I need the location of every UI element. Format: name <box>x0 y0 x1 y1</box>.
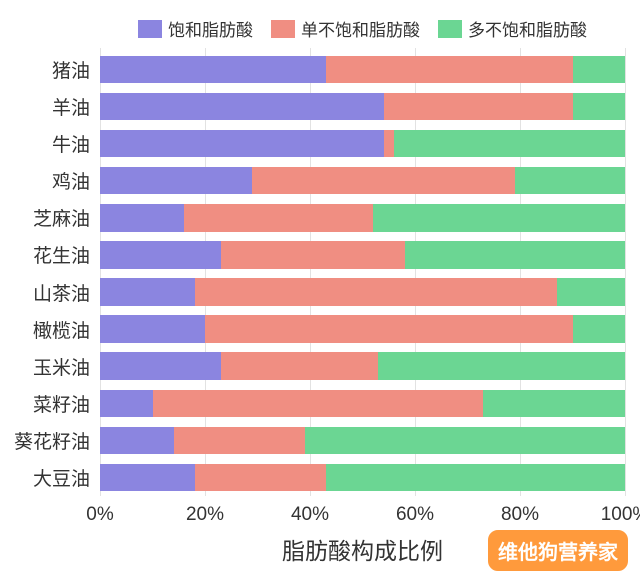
xaxis-tick-label: 80% <box>501 504 539 526</box>
bar-segment-poly <box>483 390 625 417</box>
bar-segment-sat <box>100 56 326 83</box>
watermark-text: 维他狗营养家 <box>498 542 618 564</box>
bar-row: 芝麻油 <box>100 199 625 236</box>
bar-segment-sat <box>100 167 252 194</box>
bar-segment-sat <box>100 464 195 491</box>
bar-segment-mono <box>252 167 515 194</box>
bar-segment-mono <box>221 241 405 268</box>
bar-segment-sat <box>100 390 153 417</box>
bar-track <box>100 278 625 305</box>
category-label: 猪油 <box>52 56 90 83</box>
xaxis-tick-label: 100% <box>601 504 640 526</box>
bar-segment-mono <box>205 315 573 342</box>
bar-segment-poly <box>373 204 625 231</box>
legend-item: 单不饱和脂肪酸 <box>271 16 420 41</box>
category-label: 玉米油 <box>33 353 90 380</box>
bar-segment-sat <box>100 315 205 342</box>
bar-segment-mono <box>384 93 573 120</box>
bar-track <box>100 352 625 379</box>
bar-segment-poly <box>573 93 626 120</box>
bar-segment-mono <box>195 464 326 491</box>
bar-segment-mono <box>153 390 484 417</box>
legend: 饱和脂肪酸 单不饱和脂肪酸 多不饱和脂肪酸 <box>100 16 625 41</box>
bar-track <box>100 427 625 454</box>
bar-segment-mono <box>384 130 395 157</box>
bar-row: 葵花籽油 <box>100 422 625 459</box>
legend-label: 单不饱和脂肪酸 <box>301 16 420 41</box>
xaxis-tick-label: 40% <box>291 504 329 526</box>
bar-track <box>100 241 625 268</box>
bar-track <box>100 315 625 342</box>
bar-track <box>100 167 625 194</box>
bar-segment-sat <box>100 427 174 454</box>
bar-row: 菜籽油 <box>100 385 625 422</box>
gridline <box>625 48 626 496</box>
bar-row: 鸡油 <box>100 162 625 199</box>
bars-area: 猪油羊油牛油鸡油芝麻油花生油山茶油橄榄油玉米油菜籽油葵花籽油大豆油 <box>100 51 625 496</box>
bar-track <box>100 464 625 491</box>
legend-swatch <box>438 20 462 38</box>
category-label: 花生油 <box>33 241 90 268</box>
bar-segment-mono <box>195 278 557 305</box>
legend-item: 饱和脂肪酸 <box>138 16 253 41</box>
category-label: 羊油 <box>52 93 90 120</box>
bar-segment-mono <box>174 427 305 454</box>
bar-track <box>100 204 625 231</box>
watermark-badge: 维他狗营养家 <box>486 528 630 573</box>
bar-segment-mono <box>184 204 373 231</box>
bar-segment-poly <box>573 56 626 83</box>
legend-swatch <box>271 20 295 38</box>
bar-track <box>100 93 625 120</box>
xaxis-tick-label: 60% <box>396 504 434 526</box>
bar-track <box>100 130 625 157</box>
bar-segment-poly <box>305 427 625 454</box>
bar-segment-poly <box>557 278 625 305</box>
bar-track <box>100 390 625 417</box>
bar-row: 花生油 <box>100 236 625 273</box>
bar-segment-mono <box>221 352 379 379</box>
bar-row: 橄榄油 <box>100 311 625 348</box>
xaxis-title: 脂肪酸构成比例 <box>282 532 443 566</box>
category-label: 大豆油 <box>33 464 90 491</box>
bar-segment-poly <box>378 352 625 379</box>
plot-area: 0%20%40%60%80%100% 猪油羊油牛油鸡油芝麻油花生油山茶油橄榄油玉… <box>100 51 625 496</box>
bar-row: 羊油 <box>100 88 625 125</box>
legend-swatch <box>138 20 162 38</box>
category-label: 葵花籽油 <box>14 427 90 454</box>
bar-segment-poly <box>326 464 625 491</box>
category-label: 山茶油 <box>33 279 90 306</box>
legend-label: 多不饱和脂肪酸 <box>468 16 587 41</box>
category-label: 橄榄油 <box>33 316 90 343</box>
bar-track <box>100 56 625 83</box>
legend-label: 饱和脂肪酸 <box>168 16 253 41</box>
bar-segment-poly <box>573 315 626 342</box>
bar-row: 猪油 <box>100 51 625 88</box>
category-label: 芝麻油 <box>33 204 90 231</box>
bar-segment-sat <box>100 130 384 157</box>
xaxis-tick-label: 0% <box>86 504 113 526</box>
bar-segment-poly <box>405 241 626 268</box>
category-label: 牛油 <box>52 130 90 157</box>
legend-item: 多不饱和脂肪酸 <box>438 16 587 41</box>
bar-segment-mono <box>326 56 573 83</box>
bar-segment-sat <box>100 352 221 379</box>
bar-segment-sat <box>100 241 221 268</box>
chart-container: 饱和脂肪酸单不饱和脂肪酸多不饱和脂肪酸 0%20%40%60%80%100% 猪… <box>0 0 640 581</box>
bar-segment-sat <box>100 93 384 120</box>
bar-row: 山茶油 <box>100 273 625 310</box>
category-label: 菜籽油 <box>33 390 90 417</box>
bar-segment-sat <box>100 278 195 305</box>
bar-row: 大豆油 <box>100 459 625 496</box>
bar-segment-poly <box>515 167 625 194</box>
bar-row: 牛油 <box>100 125 625 162</box>
bar-row: 玉米油 <box>100 348 625 385</box>
category-label: 鸡油 <box>52 167 90 194</box>
xaxis-tick-label: 20% <box>186 504 224 526</box>
bar-segment-sat <box>100 204 184 231</box>
bar-segment-poly <box>394 130 625 157</box>
